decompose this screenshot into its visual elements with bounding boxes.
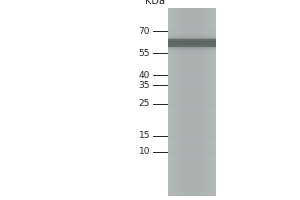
Text: 55: 55 <box>139 48 150 58</box>
Bar <box>168 39 216 47</box>
Text: 70: 70 <box>139 26 150 36</box>
Text: KDa: KDa <box>145 0 165 6</box>
Text: 35: 35 <box>139 80 150 90</box>
Text: 25: 25 <box>139 99 150 108</box>
Bar <box>168 8 216 196</box>
Text: 40: 40 <box>139 71 150 79</box>
Text: 10: 10 <box>139 148 150 156</box>
Text: 15: 15 <box>139 132 150 140</box>
